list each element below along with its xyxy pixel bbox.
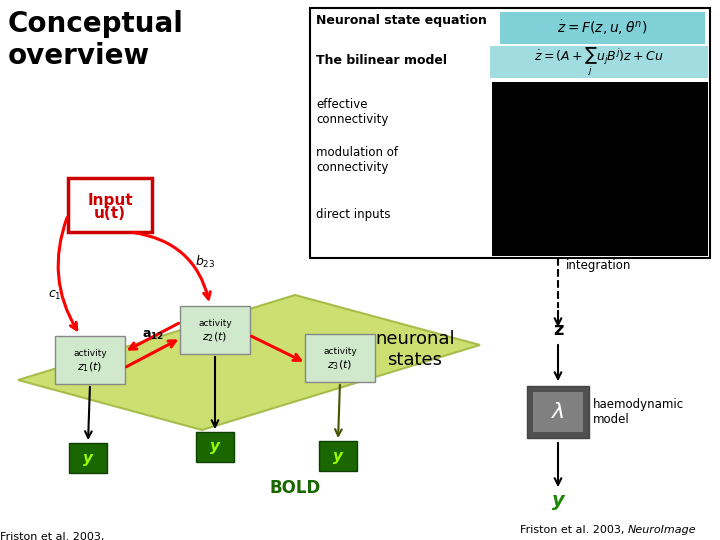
FancyBboxPatch shape: [533, 392, 583, 432]
FancyBboxPatch shape: [319, 441, 357, 471]
FancyBboxPatch shape: [492, 82, 708, 256]
Text: haemodynamic
model: haemodynamic model: [593, 398, 684, 426]
FancyBboxPatch shape: [527, 386, 589, 438]
Text: y: y: [210, 440, 220, 455]
FancyBboxPatch shape: [490, 46, 708, 78]
Text: activity: activity: [73, 348, 107, 357]
Polygon shape: [18, 295, 480, 430]
Text: $z_2(t)$: $z_2(t)$: [202, 330, 228, 344]
Text: activity: activity: [198, 319, 232, 327]
FancyBboxPatch shape: [55, 336, 125, 384]
FancyBboxPatch shape: [68, 178, 152, 232]
Text: $c_1$: $c_1$: [48, 288, 62, 301]
FancyBboxPatch shape: [310, 8, 710, 258]
FancyBboxPatch shape: [196, 432, 234, 462]
Text: $z_3(t)$: $z_3(t)$: [328, 358, 353, 372]
Text: $z_1(t)$: $z_1(t)$: [77, 360, 103, 374]
Text: effective
connectivity: effective connectivity: [316, 98, 388, 126]
Text: u(t): u(t): [94, 206, 126, 220]
FancyBboxPatch shape: [305, 334, 375, 382]
Text: z: z: [553, 321, 563, 339]
Text: integration: integration: [566, 259, 631, 272]
Text: Input: Input: [87, 192, 132, 207]
Text: Friston et al. 2003,: Friston et al. 2003,: [0, 532, 108, 540]
Text: modulation of
connectivity: modulation of connectivity: [316, 146, 398, 174]
FancyBboxPatch shape: [69, 443, 107, 473]
Text: Conceptual
overview: Conceptual overview: [8, 10, 184, 70]
Text: $\dot{z} = (A+\sum_j u_j B^j)z+Cu$: $\dot{z} = (A+\sum_j u_j B^j)z+Cu$: [534, 46, 664, 78]
Text: activity: activity: [323, 347, 357, 355]
Text: y: y: [333, 449, 343, 463]
FancyBboxPatch shape: [180, 306, 250, 354]
Text: The bilinear model: The bilinear model: [316, 54, 447, 67]
Text: BOLD: BOLD: [269, 479, 320, 497]
Text: Friston et al. 2003,: Friston et al. 2003,: [520, 525, 628, 535]
Text: y: y: [552, 490, 564, 510]
Text: neuronal
states: neuronal states: [375, 330, 455, 369]
Text: $\lambda$: $\lambda$: [551, 402, 565, 422]
Text: $b_{23}$: $b_{23}$: [195, 254, 215, 270]
Text: direct inputs: direct inputs: [316, 208, 390, 221]
Text: $\mathbf{a_{12}}$: $\mathbf{a_{12}}$: [142, 328, 164, 342]
Text: NeuroImage: NeuroImage: [628, 525, 697, 535]
FancyBboxPatch shape: [500, 12, 705, 44]
Text: Neuronal state equation: Neuronal state equation: [316, 14, 487, 27]
Text: $\dot{z} = F(z, u, \theta^n)$: $\dot{z} = F(z, u, \theta^n)$: [557, 19, 648, 37]
Text: y: y: [83, 450, 93, 465]
